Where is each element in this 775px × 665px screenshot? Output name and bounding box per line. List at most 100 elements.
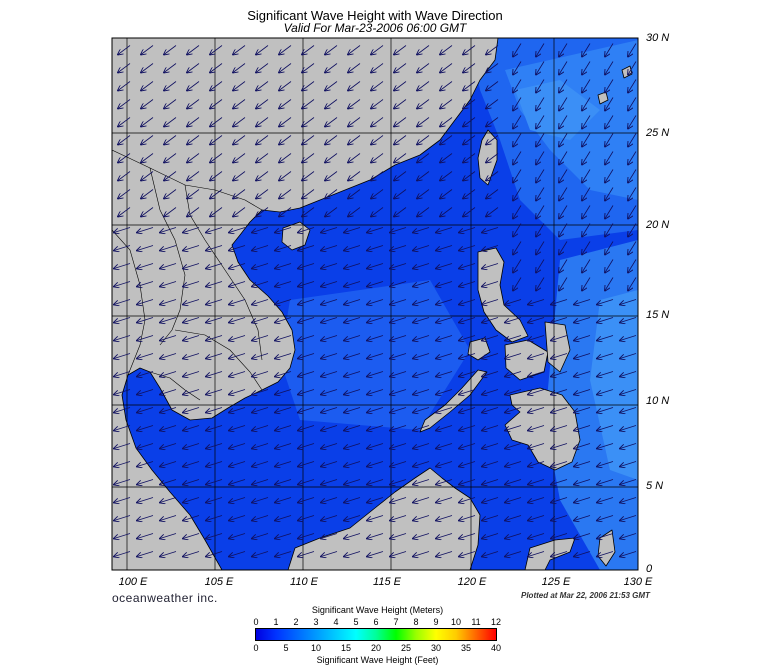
wave-arrow xyxy=(321,227,338,233)
wave-arrow xyxy=(252,281,269,287)
wave-arrow xyxy=(275,533,292,539)
wave-arrow xyxy=(528,497,545,503)
wave-arrow xyxy=(229,515,246,521)
wave-arrow xyxy=(160,263,177,269)
wave-arrow xyxy=(321,515,338,521)
wave-arrow xyxy=(325,171,338,181)
wave-arrow xyxy=(459,479,476,485)
wave-arrow xyxy=(486,135,499,145)
wave-arrow xyxy=(302,117,315,127)
wave-arrow xyxy=(505,533,522,539)
wave-arrow xyxy=(628,277,637,291)
wave-arrow xyxy=(459,317,476,323)
wave-arrow xyxy=(582,277,591,291)
wave-arrow xyxy=(513,133,522,147)
wave-arrow xyxy=(114,425,131,431)
wave-arrow xyxy=(183,461,200,467)
wave-arrow xyxy=(536,43,545,57)
wave-arrow xyxy=(114,407,131,413)
wave-arrow xyxy=(628,205,637,219)
wave-arrow xyxy=(417,171,430,181)
wave-arrow xyxy=(206,497,223,503)
wave-arrow xyxy=(413,227,430,233)
wave-arrow xyxy=(325,117,338,127)
wave-arrow xyxy=(536,241,545,255)
lon-label-105e: 105 E xyxy=(204,576,234,588)
wave-arrow xyxy=(279,189,292,199)
lon-label-120e: 120 E xyxy=(457,576,487,588)
wave-arrow xyxy=(344,551,361,557)
wave-arrow xyxy=(559,223,568,237)
wave-arrow xyxy=(394,207,407,217)
legend-feet-tick: 30 xyxy=(430,643,442,653)
wave-arrow xyxy=(206,353,223,359)
wave-arrow xyxy=(513,259,522,273)
wave-arrow xyxy=(183,407,200,413)
wave-arrow xyxy=(252,479,269,485)
wave-arrow xyxy=(463,63,476,73)
wave-arrow xyxy=(298,317,315,323)
wave-arrow xyxy=(582,133,591,147)
wave-arrow xyxy=(528,371,545,377)
wave-arrow xyxy=(183,335,200,341)
wave-arrow xyxy=(440,117,453,127)
wave-arrow xyxy=(551,461,568,467)
wave-arrow xyxy=(482,551,499,557)
wave-arrow xyxy=(482,371,499,377)
wave-arrow xyxy=(367,515,384,521)
wave-arrow xyxy=(597,317,614,323)
wave-arrow xyxy=(605,61,614,75)
legend-meter-tick: 11 xyxy=(471,617,481,627)
wave-arrow xyxy=(559,133,568,147)
wave-arrow xyxy=(183,551,200,557)
wave-arrow xyxy=(183,245,200,251)
lon-label-130e: 130 E xyxy=(623,576,653,588)
wave-arrow xyxy=(229,497,246,503)
wave-arrow xyxy=(210,99,223,109)
wave-arrow xyxy=(279,63,292,73)
wave-arrow xyxy=(348,207,361,217)
wave-arrow xyxy=(302,63,315,73)
wave-arrow xyxy=(371,189,384,199)
wave-arrow xyxy=(513,43,522,57)
wave-arrow xyxy=(183,479,200,485)
wave-arrow xyxy=(628,169,637,183)
wave-arrow xyxy=(628,61,637,75)
wave-arrow xyxy=(459,227,476,233)
wave-arrow xyxy=(551,497,568,503)
wave-arrow xyxy=(620,497,637,503)
wave-arrow xyxy=(114,227,131,233)
wave-arrow xyxy=(321,551,338,557)
wave-arrow xyxy=(513,223,522,237)
wave-arrow xyxy=(459,551,476,557)
wave-arrow xyxy=(394,81,407,91)
legend-feet-tick: 15 xyxy=(340,643,352,653)
wave-arrow xyxy=(459,407,476,413)
wave-arrow xyxy=(574,407,591,413)
wave-arrow xyxy=(620,407,637,413)
wave-arrow xyxy=(390,299,407,305)
wave-arrow xyxy=(505,461,522,467)
wave-arrow xyxy=(229,227,246,233)
wave-arrow xyxy=(394,153,407,163)
wave-arrow xyxy=(582,169,591,183)
wave-arrow xyxy=(413,533,430,539)
wave-arrow xyxy=(413,317,430,323)
wave-arrow xyxy=(582,97,591,111)
wave-arrow xyxy=(463,207,476,217)
plotted-timestamp: Plotted at Mar 22, 2006 21:53 GMT xyxy=(521,591,650,600)
wave-arrow xyxy=(118,99,131,109)
wave-arrow xyxy=(459,443,476,449)
wave-arrow xyxy=(206,371,223,377)
valid-time: Valid For Mar-23-2006 06:00 GMT xyxy=(283,21,467,35)
wave-arrow xyxy=(348,45,361,55)
wave-arrow xyxy=(275,245,292,251)
wave-arrow xyxy=(394,63,407,73)
wave-arrow xyxy=(275,317,292,323)
wave-arrow xyxy=(344,497,361,503)
wave-arrow xyxy=(160,371,177,377)
wave-arrow xyxy=(137,443,154,449)
wave-arrow xyxy=(344,515,361,521)
wave-arrow xyxy=(536,97,545,111)
wave-arrow xyxy=(367,263,384,269)
